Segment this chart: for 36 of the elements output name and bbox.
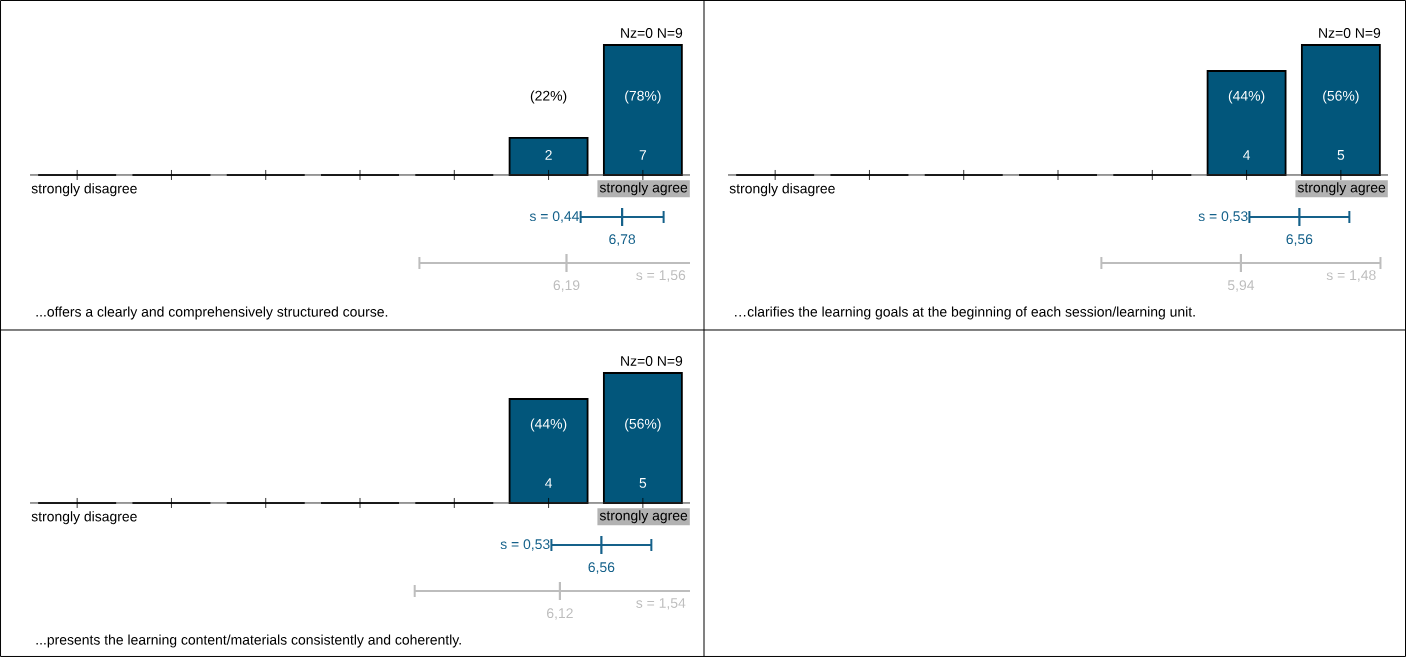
text: s = 0,44 (529, 211, 580, 223)
text: …clarifies the learning goals at the beginning of each session/learning unit. (735, 306, 1195, 320)
text: s = 1,56 (636, 270, 686, 282)
x-tick-label: strongly agree (599, 510, 688, 524)
data-label: 7 (639, 150, 647, 160)
data-label: 5 (639, 478, 647, 488)
text: 6,56 (1286, 234, 1313, 246)
x-tick-label: strongly agree (1297, 182, 1386, 196)
text: s = 0,53 (1198, 211, 1248, 223)
data-label: 4 (1243, 150, 1251, 160)
text: ...offers a clearly and comprehensively structured course. (36, 306, 388, 320)
x-tick-label: strongly disagree (31, 511, 137, 525)
text: 6,56 (588, 562, 615, 574)
x-tick-label: strongly agree (599, 182, 688, 196)
text: 6,19 (553, 280, 580, 292)
data-label: 4 (545, 478, 553, 488)
annotation: (44%) (1228, 90, 1265, 104)
text: s = 1,54 (636, 598, 686, 610)
text: 5,94 (1227, 280, 1255, 292)
data-label: 2 (545, 150, 552, 160)
annotation: (44%) (530, 418, 567, 432)
annotation: (22%) (530, 90, 567, 104)
text: 6,12 (547, 608, 573, 620)
x-tick-label: strongly disagree (31, 183, 137, 197)
annotation: (56%) (625, 418, 661, 432)
text: s = 0,53 (500, 539, 550, 551)
annotation: (78%) (625, 90, 661, 104)
data-label: 5 (1337, 150, 1345, 160)
x-tick-label: strongly disagree (729, 183, 835, 197)
text: Nz=0 N=9 (621, 356, 683, 366)
text: Nz=0 N=9 (621, 28, 683, 38)
annotation: (56%) (1323, 90, 1359, 104)
text: Nz=0 N=9 (1319, 28, 1381, 38)
text: ...presents the learning content/materials consistently and coherently. (36, 634, 461, 648)
text: 6,78 (609, 234, 636, 246)
text: s = 1,48 (1326, 270, 1376, 282)
